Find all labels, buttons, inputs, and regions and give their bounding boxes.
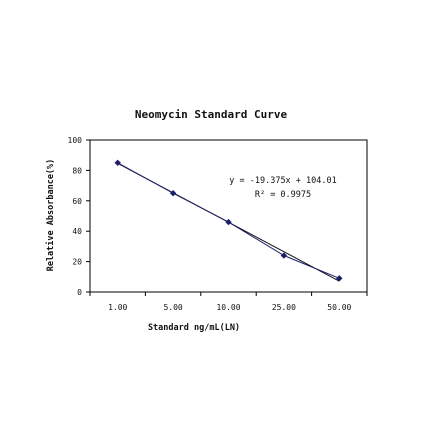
data-points (114, 159, 343, 282)
y-tick-label: 0 (77, 288, 82, 297)
plot-area (89, 139, 368, 293)
data-point (114, 159, 121, 166)
y-tick-label: 60 (72, 197, 82, 206)
chart-title: Neomycin Standard Curve (135, 108, 288, 121)
y-tick-label: 20 (72, 258, 82, 267)
data-point (336, 275, 343, 282)
y-axis: 0 20 40 60 80 100 (68, 136, 91, 297)
data-point (169, 190, 177, 197)
data-point (225, 218, 232, 226)
x-axis-label: Standard ng/mL(LN) (148, 323, 240, 333)
x-tick-label: 50.00 (327, 303, 351, 312)
data-point (280, 252, 288, 259)
x-tick-label: 10.00 (216, 303, 240, 312)
y-tick-label: 80 (72, 166, 82, 175)
trendline-equation: y = -19.375x + 104.01 (229, 176, 336, 186)
x-tick-label: 5.00 (163, 303, 182, 312)
r-squared: R² = 0.9975 (255, 190, 311, 200)
x-axis: 1.00 5.00 10.00 25.00 50.00 (89, 291, 368, 312)
y-tick-label: 100 (68, 136, 83, 145)
x-tick-label: 1.00 (108, 303, 127, 312)
y-axis-label: Relative Absorbance(%) (45, 159, 56, 272)
y-tick-label: 40 (72, 227, 82, 236)
x-tick-label: 25.00 (272, 303, 296, 312)
